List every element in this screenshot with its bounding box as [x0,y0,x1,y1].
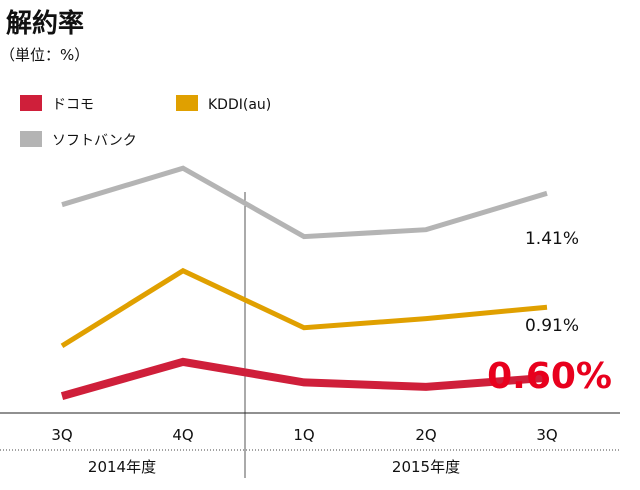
period-label: 2015年度 [392,458,460,476]
series-line-docomo [60,357,548,400]
period-label: 2014年度 [88,458,156,476]
x-tick-label: 2Q [415,426,436,444]
series-line-kddi [60,267,548,349]
legend-label-softbank: ソフトバンク [52,133,137,149]
x-tick-labels: 3Q 4Q 1Q 2Q 3Q [51,426,557,444]
legend-label-kddi: KDDI(au) [208,97,271,113]
end-label-kddi: 0.91% [525,316,579,336]
end-value-labels: 0.60% 0.91% 1.41% [487,229,612,397]
x-tick-label: 1Q [293,426,314,444]
period-labels: 2014年度 2015年度 [88,458,460,476]
x-tick-label: 3Q [536,426,557,444]
legend: ドコモ KDDI(au) ソフトバンク [20,95,271,149]
end-label-docomo: 0.60% [487,356,612,397]
series-line-softbank [61,165,548,240]
chart-subtitle: （単位：%） [0,46,89,64]
end-label-softbank: 1.41% [525,229,579,249]
legend-swatch-docomo [20,95,42,111]
series-layer [60,165,548,400]
x-tick-label: 3Q [51,426,72,444]
legend-swatch-softbank [20,131,42,147]
chart-title: 解約率 [6,8,84,39]
x-tick-label: 4Q [172,426,193,444]
legend-label-docomo: ドコモ [52,97,94,113]
legend-swatch-kddi [176,95,198,111]
